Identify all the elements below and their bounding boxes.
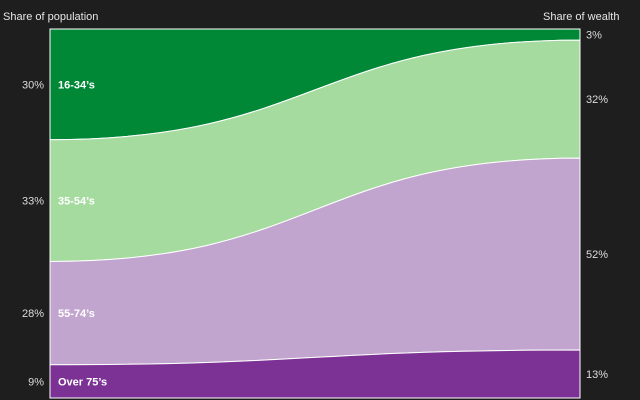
wealth-label-3: 13% [586, 369, 608, 381]
chart-frame [49, 28, 581, 399]
left-axis-title: Share of population [3, 11, 99, 23]
band-name-0: 16-34’s [58, 79, 95, 91]
population-label-3: 9% [28, 376, 44, 388]
wealth-label-1: 32% [586, 94, 608, 106]
population-label-0: 30% [22, 79, 44, 91]
population-label-2: 28% [22, 308, 44, 320]
wealth-label-2: 52% [586, 249, 608, 261]
right-axis-title: Share of wealth [543, 11, 620, 23]
band-name-3: Over 75’s [58, 376, 107, 388]
wealth-label-0: 3% [586, 30, 602, 42]
band-name-1: 35-54’s [58, 196, 95, 208]
band-name-2: 55-74’s [58, 308, 95, 320]
population-label-1: 33% [22, 196, 44, 208]
